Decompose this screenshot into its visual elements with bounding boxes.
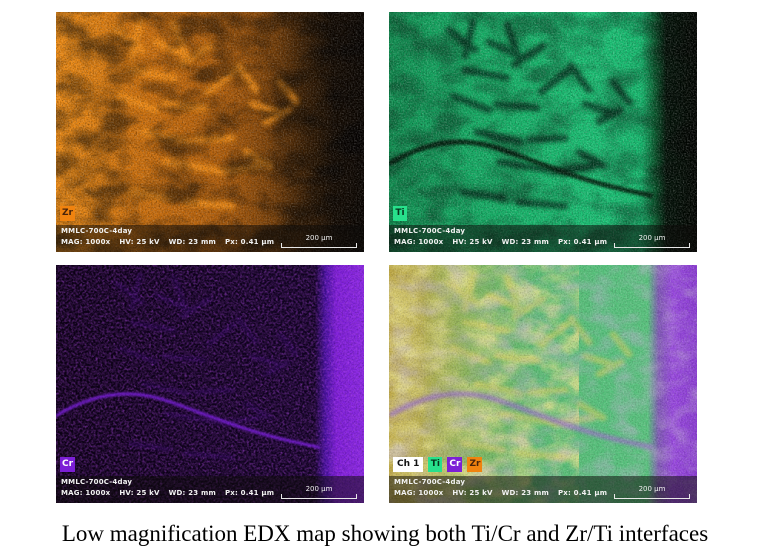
info-bar: MMLC-700C-4day MAG: 1000x HV: 25 kV WD: 23…: [389, 225, 697, 252]
scale-bar: 200 µm: [281, 485, 357, 499]
element-chips: Ti: [393, 206, 407, 221]
ti-map-image: [389, 12, 697, 252]
acquisition-params: MAG: 1000x HV: 25 kV WD: 23 mm Px: 0.41 µm: [394, 489, 692, 498]
edx-panel-cr: Cr MMLC-700C-4day MAG: 1000x HV: 25 kV WD:…: [56, 265, 364, 503]
element-chips: Zr: [60, 206, 75, 221]
info-bar: MMLC-700C-4day MAG: 1000x HV: 25 kV WD: 23…: [389, 476, 697, 503]
element-chip-ti: Ti: [428, 457, 443, 472]
info-bar: MMLC-700C-4day MAG: 1000x HV: 25 kV WD: 23…: [56, 225, 364, 252]
sample-id: MMLC-700C-4day: [394, 227, 466, 235]
px-value: Px: 0.41 µm: [224, 238, 275, 246]
sample-id: MMLC-700C-4day: [61, 227, 133, 235]
element-chips: Cr: [60, 457, 76, 472]
wd-value: WD: 23 mm: [168, 238, 216, 246]
scale-bar: 200 µm: [281, 234, 357, 248]
scale-line: [281, 494, 357, 499]
acquisition-params: MAG: 1000x HV: 25 kV WD: 23 mm Px: 0.41 µm: [61, 489, 359, 498]
scale-line: [614, 494, 690, 499]
sample-id: MMLC-700C-4day: [61, 478, 133, 486]
mag-value: MAG: 1000x: [61, 489, 111, 497]
mag-value: MAG: 1000x: [61, 238, 111, 246]
element-chip-zr: Zr: [467, 457, 483, 472]
edx-panel-zr: Zr MMLC-700C-4day MAG: 1000x HV: 25 kV WD:…: [56, 12, 364, 252]
hv-value: HV: 25 kV: [119, 489, 160, 497]
scale-label: 200 µm: [638, 234, 666, 242]
hv-value: HV: 25 kV: [119, 238, 160, 246]
px-value: Px: 0.41 µm: [557, 489, 608, 497]
sample-id: MMLC-700C-4day: [394, 478, 466, 486]
element-chip-cr: Cr: [60, 457, 76, 472]
wd-value: WD: 23 mm: [501, 238, 549, 246]
scale-line: [281, 243, 357, 248]
figure-caption: Low magnification EDX map showing both T…: [61, 521, 709, 546]
zr-map-image: [56, 12, 364, 252]
element-chips: Ch 1 Ti Cr Zr: [393, 457, 483, 472]
scale-bar: 200 µm: [614, 234, 690, 248]
info-bar: MMLC-700C-4day MAG: 1000x HV: 25 kV WD: 23…: [56, 476, 364, 503]
acquisition-params: MAG: 1000x HV: 25 kV WD: 23 mm Px: 0.41 µm: [394, 238, 692, 247]
mag-value: MAG: 1000x: [394, 489, 444, 497]
hv-value: HV: 25 kV: [452, 489, 493, 497]
px-value: Px: 0.41 µm: [224, 489, 275, 497]
scale-label: 200 µm: [305, 234, 333, 242]
edx-panel-ti: Ti MMLC-700C-4day MAG: 1000x HV: 25 kV WD:…: [389, 12, 697, 252]
wd-value: WD: 23 mm: [168, 489, 216, 497]
wd-value: WD: 23 mm: [501, 489, 549, 497]
edx-panel-composite: Ch 1 Ti Cr Zr MMLC-700C-4day MAG: 1000x H…: [389, 265, 697, 503]
acquisition-params: MAG: 1000x HV: 25 kV WD: 23 mm Px: 0.41 µm: [61, 238, 359, 247]
scale-label: 200 µm: [305, 485, 333, 493]
element-chip-zr: Zr: [60, 206, 75, 221]
channel-chip-ch1: Ch 1: [393, 457, 424, 472]
element-chip-cr: Cr: [447, 457, 463, 472]
scale-label: 200 µm: [638, 485, 666, 493]
scale-bar: 200 µm: [614, 485, 690, 499]
scale-line: [614, 243, 690, 248]
hv-value: HV: 25 kV: [452, 238, 493, 246]
mag-value: MAG: 1000x: [394, 238, 444, 246]
element-chip-ti: Ti: [393, 206, 407, 221]
px-value: Px: 0.41 µm: [557, 238, 608, 246]
cr-map-image: [56, 265, 364, 503]
